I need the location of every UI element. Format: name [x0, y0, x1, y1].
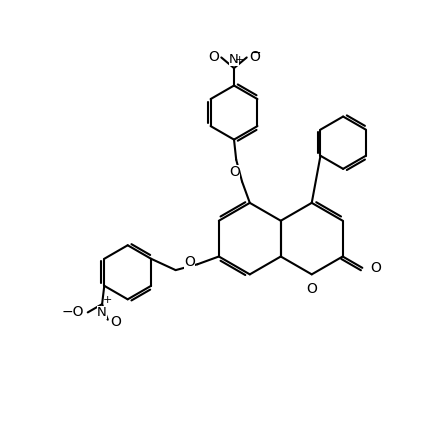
Text: −: −	[251, 46, 262, 60]
Text: N: N	[229, 53, 239, 67]
Text: +: +	[103, 295, 112, 305]
Text: −O: −O	[62, 305, 84, 319]
Text: O: O	[370, 261, 381, 275]
Text: O: O	[229, 166, 240, 180]
Text: O: O	[307, 282, 317, 296]
Text: O: O	[208, 49, 219, 64]
Text: O: O	[249, 49, 260, 64]
Text: O: O	[110, 315, 121, 329]
Text: O: O	[184, 255, 195, 269]
Text: N: N	[97, 306, 107, 319]
Text: +: +	[235, 55, 244, 65]
